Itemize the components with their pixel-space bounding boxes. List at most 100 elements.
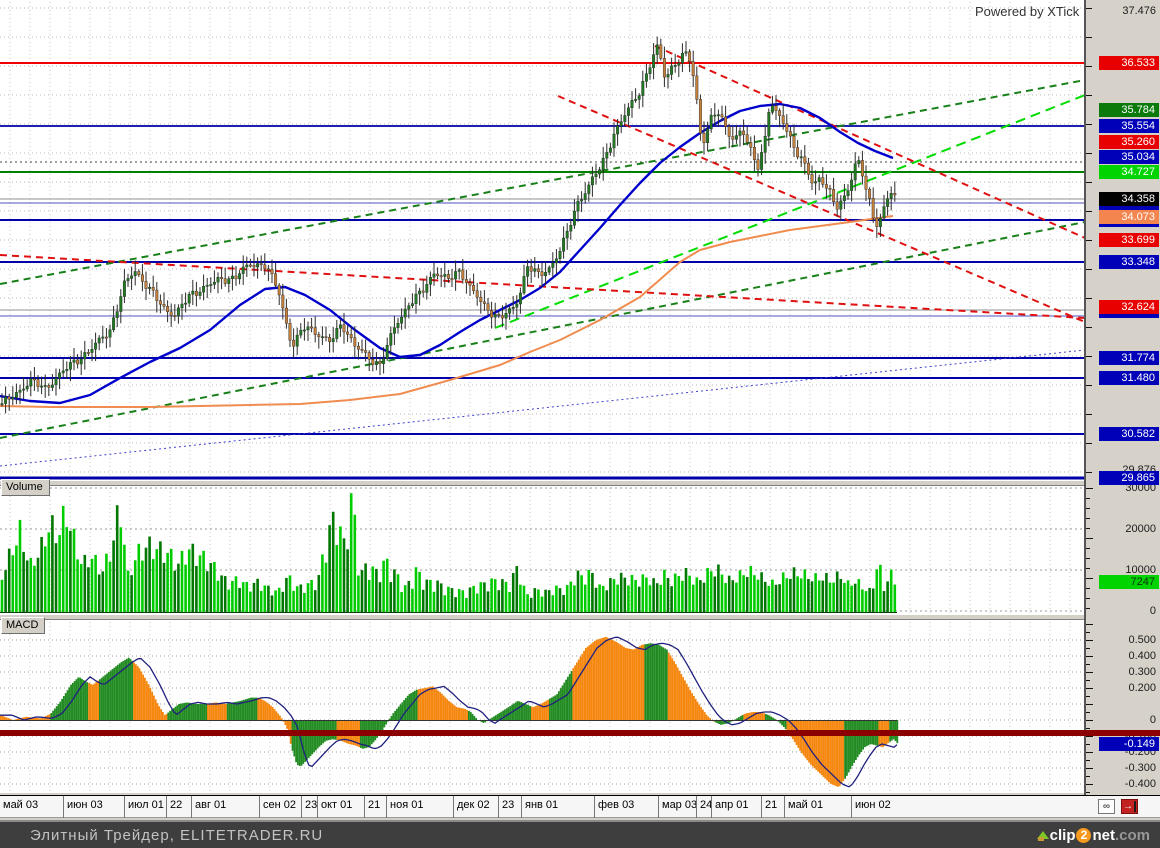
volume-axis-label: 0 <box>1149 605 1156 617</box>
price-axis-label: 37.476 <box>1122 5 1156 17</box>
axis-tick <box>1086 704 1093 705</box>
axis-tick <box>1086 696 1090 697</box>
date-axis-label: май 01 <box>788 799 824 811</box>
axis-tick <box>1086 752 1093 753</box>
macd-axis-label: 0.500 <box>1128 634 1156 646</box>
axis-tick <box>1086 680 1090 681</box>
date-axis-separator <box>301 796 302 818</box>
date-axis-separator <box>191 796 192 818</box>
price-level-label: 29.865 <box>1099 471 1159 485</box>
go-to-end-icon[interactable]: → <box>1121 799 1138 814</box>
volume-axis-label: 10000 <box>1125 564 1156 576</box>
axis-tick <box>1086 240 1092 241</box>
date-axis[interactable]: ∞ → май 03 июн 03 июл 01 22 авг 01 сен 02 23 ок… <box>0 795 1160 818</box>
date-axis-label: авг 01 <box>195 799 227 811</box>
volume-axis-label: 20000 <box>1125 523 1156 535</box>
volume-pane-tab[interactable]: Volume <box>1 479 50 496</box>
axis-tick <box>1086 124 1092 125</box>
macd-axis-label: 0.300 <box>1128 666 1156 678</box>
axis-tick <box>1086 298 1092 299</box>
price-level-label: 31.774 <box>1099 351 1159 365</box>
date-axis-label: мар 03 <box>662 799 698 811</box>
price-level-label: 35.554 <box>1099 119 1159 133</box>
macd-pane-tab[interactable]: MACD <box>1 617 46 634</box>
axis-tick <box>1086 414 1092 415</box>
date-axis-label: янв 01 <box>525 799 559 811</box>
axis-tick <box>1086 784 1093 785</box>
powered-by-label: Powered by XTick <box>975 4 1080 19</box>
date-axis-separator <box>761 796 762 818</box>
axis-tick <box>1086 558 1090 559</box>
volume-value-label: 7247 <box>1099 575 1159 589</box>
price-level-label: 31.480 <box>1099 371 1159 385</box>
axis-tick <box>1086 760 1090 761</box>
date-axis-label: июл 01 <box>128 799 164 811</box>
axis-tick <box>1086 664 1090 665</box>
axis-tick <box>1086 269 1092 270</box>
date-axis-separator <box>711 796 712 818</box>
macd-axis-label: -0.400 <box>1124 778 1156 790</box>
macd-level-line <box>0 730 1160 736</box>
upload-arrow-icon <box>1036 831 1049 839</box>
axis-tick <box>1086 327 1092 328</box>
date-axis-separator <box>498 796 499 818</box>
price-level-label <box>1099 224 1159 227</box>
date-axis-label: 23 <box>502 799 515 811</box>
axis-tick <box>1086 720 1093 721</box>
clip2net-watermark[interactable]: clip 2 net .com <box>1031 824 1156 846</box>
date-axis-label: июн 02 <box>855 799 891 811</box>
macd-axis-label: -0.300 <box>1124 762 1156 774</box>
axis-tick <box>1086 472 1092 473</box>
date-axis-separator <box>658 796 659 818</box>
axis-tick <box>1086 37 1092 38</box>
axis-tick <box>1086 648 1090 649</box>
date-axis-separator <box>784 796 785 818</box>
axis-tick <box>1086 672 1093 673</box>
axis-tick <box>1086 736 1093 737</box>
axis-tick <box>1086 443 1092 444</box>
axis-tick <box>1086 182 1092 183</box>
date-axis-label: май 03 <box>3 799 39 811</box>
date-axis-separator <box>851 796 852 818</box>
price-level-label: 33.699 <box>1099 233 1159 247</box>
axis-tick <box>1086 528 1090 529</box>
price-level-label <box>1099 206 1159 210</box>
price-level-label: 35.260 <box>1099 135 1159 149</box>
axis-tick <box>1086 656 1093 657</box>
date-axis-separator <box>594 796 595 818</box>
price-level-label: 33.348 <box>1099 255 1159 269</box>
date-axis-separator <box>124 796 125 818</box>
axis-tick <box>1086 632 1090 633</box>
date-axis-label: дек 02 <box>457 799 490 811</box>
axis-tick <box>1086 548 1090 549</box>
pane-backgrounds <box>0 0 1085 795</box>
volume-bars <box>0 493 897 613</box>
axis-tick <box>1086 498 1090 499</box>
axis-tick <box>1086 728 1090 729</box>
axis-tick <box>1086 8 1092 9</box>
date-axis-separator <box>696 796 697 818</box>
upload-arrow-stem <box>1037 837 1044 841</box>
axis-tick <box>1086 211 1092 212</box>
axis-tick <box>1086 768 1093 769</box>
axis-tick <box>1086 538 1093 539</box>
link-panes-icon[interactable]: ∞ <box>1098 799 1115 814</box>
status-text: Элитный Трейдер, ELITETRADER.RU <box>30 827 324 844</box>
macd-axis-label: 0 <box>1149 714 1156 726</box>
axis-tick <box>1086 608 1090 609</box>
date-axis-label: сен 02 <box>263 799 296 811</box>
axis-tick <box>1086 792 1090 793</box>
price-level-label: 36.533 <box>1099 56 1159 70</box>
axis-tick <box>1086 776 1090 777</box>
date-axis-separator <box>453 796 454 818</box>
watermark-two-badge: 2 <box>1076 827 1092 843</box>
axis-tick <box>1086 568 1090 569</box>
macd-axis-label: 0.400 <box>1128 650 1156 662</box>
axis-tick <box>1086 385 1092 386</box>
macd-signal-line <box>0 636 898 788</box>
price-level-label: 34.358 <box>1099 192 1159 206</box>
watermark-clip: clip <box>1049 826 1076 844</box>
axis-tick <box>1086 518 1090 519</box>
date-axis-separator <box>259 796 260 818</box>
axis-tick <box>1086 712 1090 713</box>
